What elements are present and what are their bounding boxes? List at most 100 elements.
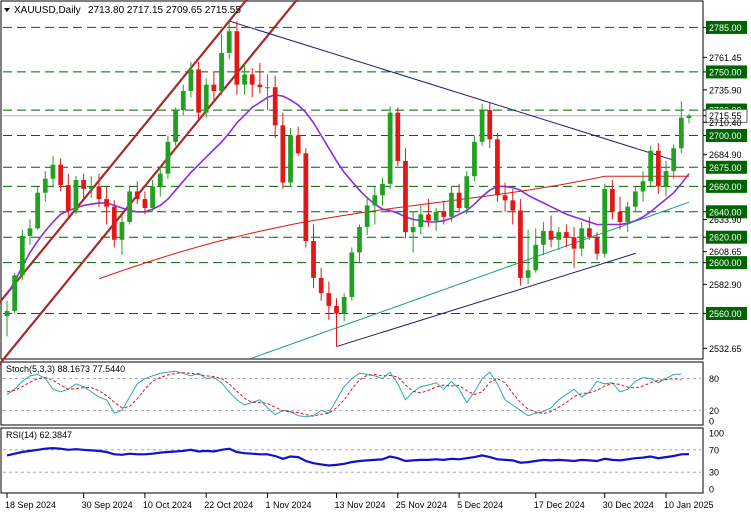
candle-body xyxy=(303,153,309,242)
candle-body xyxy=(410,227,416,233)
candle-body xyxy=(571,237,577,249)
channel-upper-line xyxy=(0,0,248,304)
candle-body xyxy=(655,150,661,187)
candle-body xyxy=(73,180,79,211)
stoch-panel: 80 200 xyxy=(3,370,719,427)
candle-body xyxy=(142,199,148,208)
candle-body xyxy=(426,214,431,221)
candle-body xyxy=(495,139,500,196)
time-tick-label: 10 Oct 2024 xyxy=(143,500,192,510)
price-tick-label: 2735.90 xyxy=(709,85,742,95)
stoch-main-line xyxy=(6,370,682,418)
candle-body xyxy=(648,150,654,182)
level-price-box xyxy=(706,205,747,219)
candle-body xyxy=(441,211,447,217)
candle-body xyxy=(472,141,477,177)
price-tick-label: 2684.90 xyxy=(709,150,742,160)
current-price-label: 2715.55 xyxy=(709,111,742,121)
candle-body xyxy=(678,117,684,149)
candle-body xyxy=(318,277,324,294)
candle-body xyxy=(617,211,623,222)
rsi-tick-label: 70 xyxy=(709,445,719,455)
price-tick-label: 2608.65 xyxy=(709,247,742,257)
level-price-box xyxy=(706,307,747,320)
symbol-label: XAUUSD,Daily xyxy=(14,5,81,16)
candle-body xyxy=(196,69,201,113)
time-tick-label: 18 Sep 2024 xyxy=(5,500,56,510)
time-tick-label: 10 Jan 2025 xyxy=(664,500,714,510)
candle-body xyxy=(349,252,355,297)
rsi-tick-label: 30 xyxy=(709,468,719,478)
time-tick-label: 25 Nov 2024 xyxy=(396,500,447,510)
price-tick-label: 2761.45 xyxy=(709,53,742,63)
candle-body xyxy=(111,206,117,240)
candle-body xyxy=(671,148,677,172)
stoch-tick-label: 80 xyxy=(709,374,719,384)
stoch-title: Stoch(5,3,3) 88.1673 77.5440 xyxy=(6,364,125,374)
candle-body xyxy=(625,206,631,222)
candle-body xyxy=(119,221,125,240)
candle-body xyxy=(280,125,286,183)
rsi-line xyxy=(6,446,690,467)
price-tick-label: 2710.40 xyxy=(709,118,742,128)
candle-body xyxy=(81,180,87,189)
level-price-box xyxy=(706,129,747,142)
candle-body xyxy=(234,31,240,85)
level-price-label: 2675.00 xyxy=(709,163,742,173)
candle-body xyxy=(219,52,224,91)
rsi-title: RSI(14) 62.3847 xyxy=(6,430,72,440)
price-tick-label: 2633.90 xyxy=(709,215,742,225)
candle-body xyxy=(479,110,485,142)
candle-body xyxy=(456,192,462,208)
candle-body xyxy=(27,228,33,236)
candle-body xyxy=(150,186,155,208)
level-price-label: 2750.00 xyxy=(709,67,742,77)
candle-body xyxy=(564,232,569,238)
candle-body xyxy=(157,173,163,187)
price-tick-label: 2532.65 xyxy=(709,344,742,354)
sma100-line xyxy=(98,175,689,280)
candle-body xyxy=(502,195,508,201)
candle-body xyxy=(173,110,178,142)
candle-body xyxy=(433,211,439,221)
price-axis: 2785.002761.452750.002735.902720.002715.… xyxy=(703,20,748,354)
stoch-tick-label: 0 xyxy=(709,417,714,427)
ascending-trendline xyxy=(336,252,636,348)
candle-body xyxy=(380,183,385,196)
level-price-label: 2660.00 xyxy=(709,182,742,192)
time-tick-label: 5 Dec 2024 xyxy=(457,500,503,510)
time-tick-label: 22 Oct 2024 xyxy=(204,500,253,510)
candle-body xyxy=(272,87,278,126)
level-price-label: 2620.00 xyxy=(709,233,742,243)
time-tick-label: 30 Sep 2024 xyxy=(82,500,133,510)
stoch-tick-label: 20 xyxy=(709,406,719,416)
level-price-label: 2640.00 xyxy=(709,207,742,217)
candle-body xyxy=(134,191,140,200)
candle-body xyxy=(326,293,332,306)
level-price-box xyxy=(706,65,747,79)
candle-body xyxy=(418,214,424,228)
candle-body xyxy=(548,230,554,240)
candle-body xyxy=(395,112,401,161)
level-price-label: 2700.00 xyxy=(709,131,742,141)
chart-menu-icon[interactable] xyxy=(4,8,10,12)
candles xyxy=(4,21,692,347)
candle-body xyxy=(265,87,270,89)
candle-body xyxy=(188,69,194,91)
candle-body xyxy=(357,227,362,253)
candle-body xyxy=(127,191,132,222)
candle-body xyxy=(464,176,470,208)
candle-body xyxy=(686,115,692,118)
level-price-label: 2600.00 xyxy=(709,258,742,268)
current-price-box xyxy=(705,108,748,123)
level-price-box xyxy=(706,230,747,244)
candle-body xyxy=(242,74,247,85)
candle-body xyxy=(226,31,232,53)
candle-body xyxy=(203,84,209,113)
ohlc-readout: 2713.80 2717.15 2709.65 2715.55 xyxy=(88,5,241,16)
candle-body xyxy=(295,135,301,154)
candle-body xyxy=(387,112,393,184)
candle-body xyxy=(165,141,171,174)
trend-lines xyxy=(0,0,674,366)
